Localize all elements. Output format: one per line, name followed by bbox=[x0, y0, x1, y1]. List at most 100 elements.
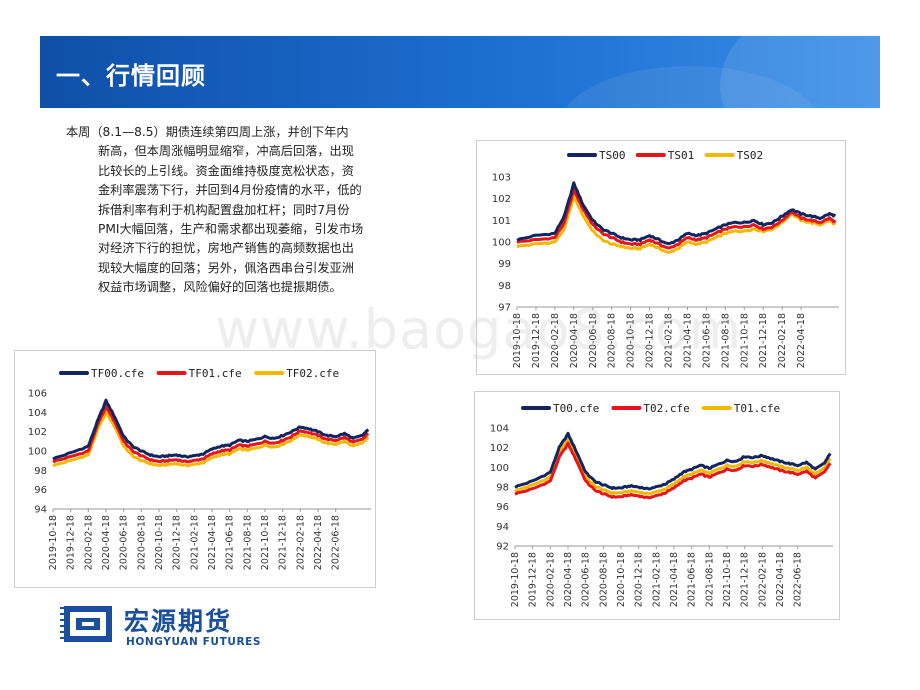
ts-y-tick-label: 97 bbox=[498, 303, 511, 314]
t-x-tick-label: 2020-12-18 bbox=[634, 552, 645, 607]
t-x-tick-label: 2020-02-18 bbox=[545, 552, 556, 607]
ts-y-tick-label: 102 bbox=[492, 194, 511, 205]
t-chart: T00.cfe T02.cfe T01.cfe 92 94 96 98 100 102 104 20… bbox=[490, 402, 833, 607]
tf-x-tick-label: 2019-10-18 bbox=[48, 515, 59, 570]
t-x-tick-label: 2019-12-18 bbox=[528, 552, 539, 607]
banner-decoration bbox=[720, 36, 880, 108]
t-y-tick-label: 104 bbox=[490, 424, 509, 435]
title-banner: 一、行情回顾 bbox=[40, 36, 880, 108]
t-y-tick-label: 96 bbox=[496, 502, 509, 513]
ts-x-tick-label: 2021-08-18 bbox=[720, 313, 731, 368]
t-x-tick-label: 2021-04-18 bbox=[669, 552, 680, 607]
t-x-tick-label: 2021-02-18 bbox=[651, 552, 662, 607]
ts-y-tick-label: 101 bbox=[492, 216, 511, 227]
tf-x-tick-label: 2021-02-18 bbox=[189, 515, 200, 570]
logo-name-en: HONGYUAN FUTURES bbox=[126, 636, 262, 648]
tf-chart: TF00.cfe TF01.cfe TF02.cfe 94 96 98 100 102 104 1… bbox=[28, 367, 371, 570]
ts-y-tick-label: 100 bbox=[492, 238, 511, 249]
ts-x-tick-label: 2019-10-18 bbox=[512, 313, 523, 368]
t-x-tick-label: 2019-10-18 bbox=[510, 552, 521, 607]
tf-x-tick-label: 2022-04-18 bbox=[313, 515, 324, 570]
market-commentary: 本周（8.1—8.5）期债连续第四周上涨，并创下年内 新高，但本周涨幅明显缩窄，… bbox=[66, 123, 438, 298]
t-x-tick-label: 2021-10-18 bbox=[722, 552, 733, 607]
tf-y-tick-label: 100 bbox=[28, 447, 47, 458]
t-legend: T00.cfe T02.cfe T01.cfe bbox=[521, 402, 780, 415]
ts-x-tick-label: 2020-04-18 bbox=[569, 313, 580, 368]
tf-x-tick-label: 2022-02-18 bbox=[295, 515, 306, 570]
ts-x-tick-label: 2020-08-18 bbox=[607, 313, 618, 368]
t-x-tick-label: 2020-06-18 bbox=[581, 552, 592, 607]
tf-legend: TF00.cfe TF01.cfe TF02.cfe bbox=[59, 367, 339, 380]
ts-series-ts00 bbox=[516, 181, 837, 246]
t-y-tick-label: 94 bbox=[496, 522, 509, 533]
t-y-tick-label: 100 bbox=[490, 463, 509, 474]
ts-chart: TS00 TS01 TS02 97 98 99 100 101 102 103 2019-10-18… bbox=[492, 149, 839, 368]
ts-x-tick-label: 2021-10-18 bbox=[739, 313, 750, 368]
commentary-line: 对经济下行的担忧，房地产销售的高频数据也出 bbox=[98, 241, 354, 256]
commentary-line: 现较大幅度的回落；另外，佩洛西串台引发亚洲 bbox=[98, 260, 354, 275]
ts-series-ts01 bbox=[516, 187, 837, 250]
tf-x-tick-label: 2020-12-18 bbox=[172, 515, 183, 570]
ts-x-tick-label: 2019-12-18 bbox=[531, 313, 542, 368]
tf-x-tick-label: 2020-06-18 bbox=[119, 515, 130, 570]
t-series-t00-cfe bbox=[514, 431, 832, 491]
t-series-t01-cfe bbox=[514, 436, 832, 496]
t-x-tick-label: 2020-04-18 bbox=[563, 552, 574, 607]
ts-chart-panel: TS00 TS01 TS02 97 98 99 100 101 102 103 2019-10-18… bbox=[476, 140, 846, 375]
tf-legend-label: TF00.cfe bbox=[91, 367, 144, 380]
tf-y-tick-label: 106 bbox=[28, 389, 47, 400]
ts-x-tick-label: 2022-02-18 bbox=[777, 313, 788, 368]
t-y-tick-label: 102 bbox=[490, 443, 509, 454]
t-legend-label: T00.cfe bbox=[553, 402, 599, 415]
ts-legend-label: TS02 bbox=[737, 149, 764, 162]
commentary-line: 本周（8.1—8.5）期债连续第四周上涨，并创下年内 bbox=[66, 125, 349, 139]
t-x-tick-label: 2020-08-18 bbox=[598, 552, 609, 607]
tf-x-tick-label: 2021-04-18 bbox=[207, 515, 218, 570]
tf-y-tick-label: 96 bbox=[34, 485, 47, 496]
ts-x-tick-label: 2022-04-18 bbox=[796, 313, 807, 368]
t-y-tick-label: 92 bbox=[496, 542, 509, 553]
ts-x-tick-label: 2020-10-18 bbox=[626, 313, 637, 368]
tf-legend-label: TF01.cfe bbox=[189, 367, 242, 380]
ts-x-tick-label: 2020-06-18 bbox=[588, 313, 599, 368]
page-title: 一、行情回顾 bbox=[56, 62, 206, 90]
ts-legend-label: TS00 bbox=[599, 149, 626, 162]
commentary-line: 权益市场调整，风险偏好的回落也提振期债。 bbox=[98, 280, 342, 295]
ts-x-tick-label: 2021-04-18 bbox=[682, 313, 693, 368]
commentary-line: PMI大幅回落，生产和需求都出现萎缩，引发市场 bbox=[98, 222, 364, 237]
tf-x-tick-label: 2020-10-18 bbox=[154, 515, 165, 570]
tf-series-tf01-cfe bbox=[52, 404, 370, 464]
ts-x-tick-label: 2021-12-18 bbox=[758, 313, 769, 368]
ts-legend: TS00 TS01 TS02 bbox=[567, 149, 764, 162]
company-logo: 宏源期货 HONGYUAN FUTURES bbox=[60, 596, 280, 656]
ts-y-tick-label: 99 bbox=[498, 259, 511, 270]
commentary-line: 比较长的上引线。资金面维持极度宽松状态，资 bbox=[98, 163, 354, 178]
t-legend-label: T01.cfe bbox=[734, 402, 780, 415]
tf-x-tick-label: 2021-12-18 bbox=[278, 515, 289, 570]
tf-y-tick-label: 94 bbox=[34, 505, 47, 516]
tf-chart-panel: TF00.cfe TF01.cfe TF02.cfe 94 96 98 100 102 104 1… bbox=[14, 350, 376, 588]
hongyuan-logo-icon bbox=[60, 598, 116, 650]
tf-legend-label: TF02.cfe bbox=[286, 367, 339, 380]
commentary-line: 金利率震荡下行，并回到4月份疫情的水平，低的 bbox=[98, 183, 362, 198]
tf-series-tf02-cfe bbox=[52, 410, 370, 468]
tf-x-tick-label: 2020-04-18 bbox=[101, 515, 112, 570]
tf-x-tick-label: 2020-02-18 bbox=[83, 515, 94, 570]
t-x-tick-label: 2020-10-18 bbox=[616, 552, 627, 607]
tf-y-tick-label: 104 bbox=[28, 408, 47, 419]
t-y-tick-label: 98 bbox=[496, 483, 509, 494]
commentary-line: 拆借利率有利于机构配置盘加杠杆；同时7月份 bbox=[98, 202, 350, 217]
ts-x-tick-label: 2020-02-18 bbox=[550, 313, 561, 368]
ts-x-tick-label: 2021-06-18 bbox=[701, 313, 712, 368]
t-chart-panel: T00.cfe T02.cfe T01.cfe 92 94 96 98 100 102 104 20… bbox=[474, 391, 840, 620]
tf-x-tick-label: 2020-08-18 bbox=[136, 515, 147, 570]
tf-x-tick-label: 2022-06-18 bbox=[331, 515, 342, 570]
tf-x-tick-label: 2021-06-18 bbox=[225, 515, 236, 570]
ts-x-tick-label: 2021-02-18 bbox=[664, 313, 675, 368]
logo-name-cn: 宏源期货 bbox=[124, 607, 233, 636]
tf-x-tick-label: 2021-10-18 bbox=[260, 515, 271, 570]
ts-y-tick-label: 103 bbox=[492, 173, 511, 184]
tf-x-tick-label: 2019-12-18 bbox=[66, 515, 77, 570]
tf-series-tf00-cfe bbox=[52, 398, 370, 461]
t-x-tick-label: 2021-08-18 bbox=[704, 552, 715, 607]
